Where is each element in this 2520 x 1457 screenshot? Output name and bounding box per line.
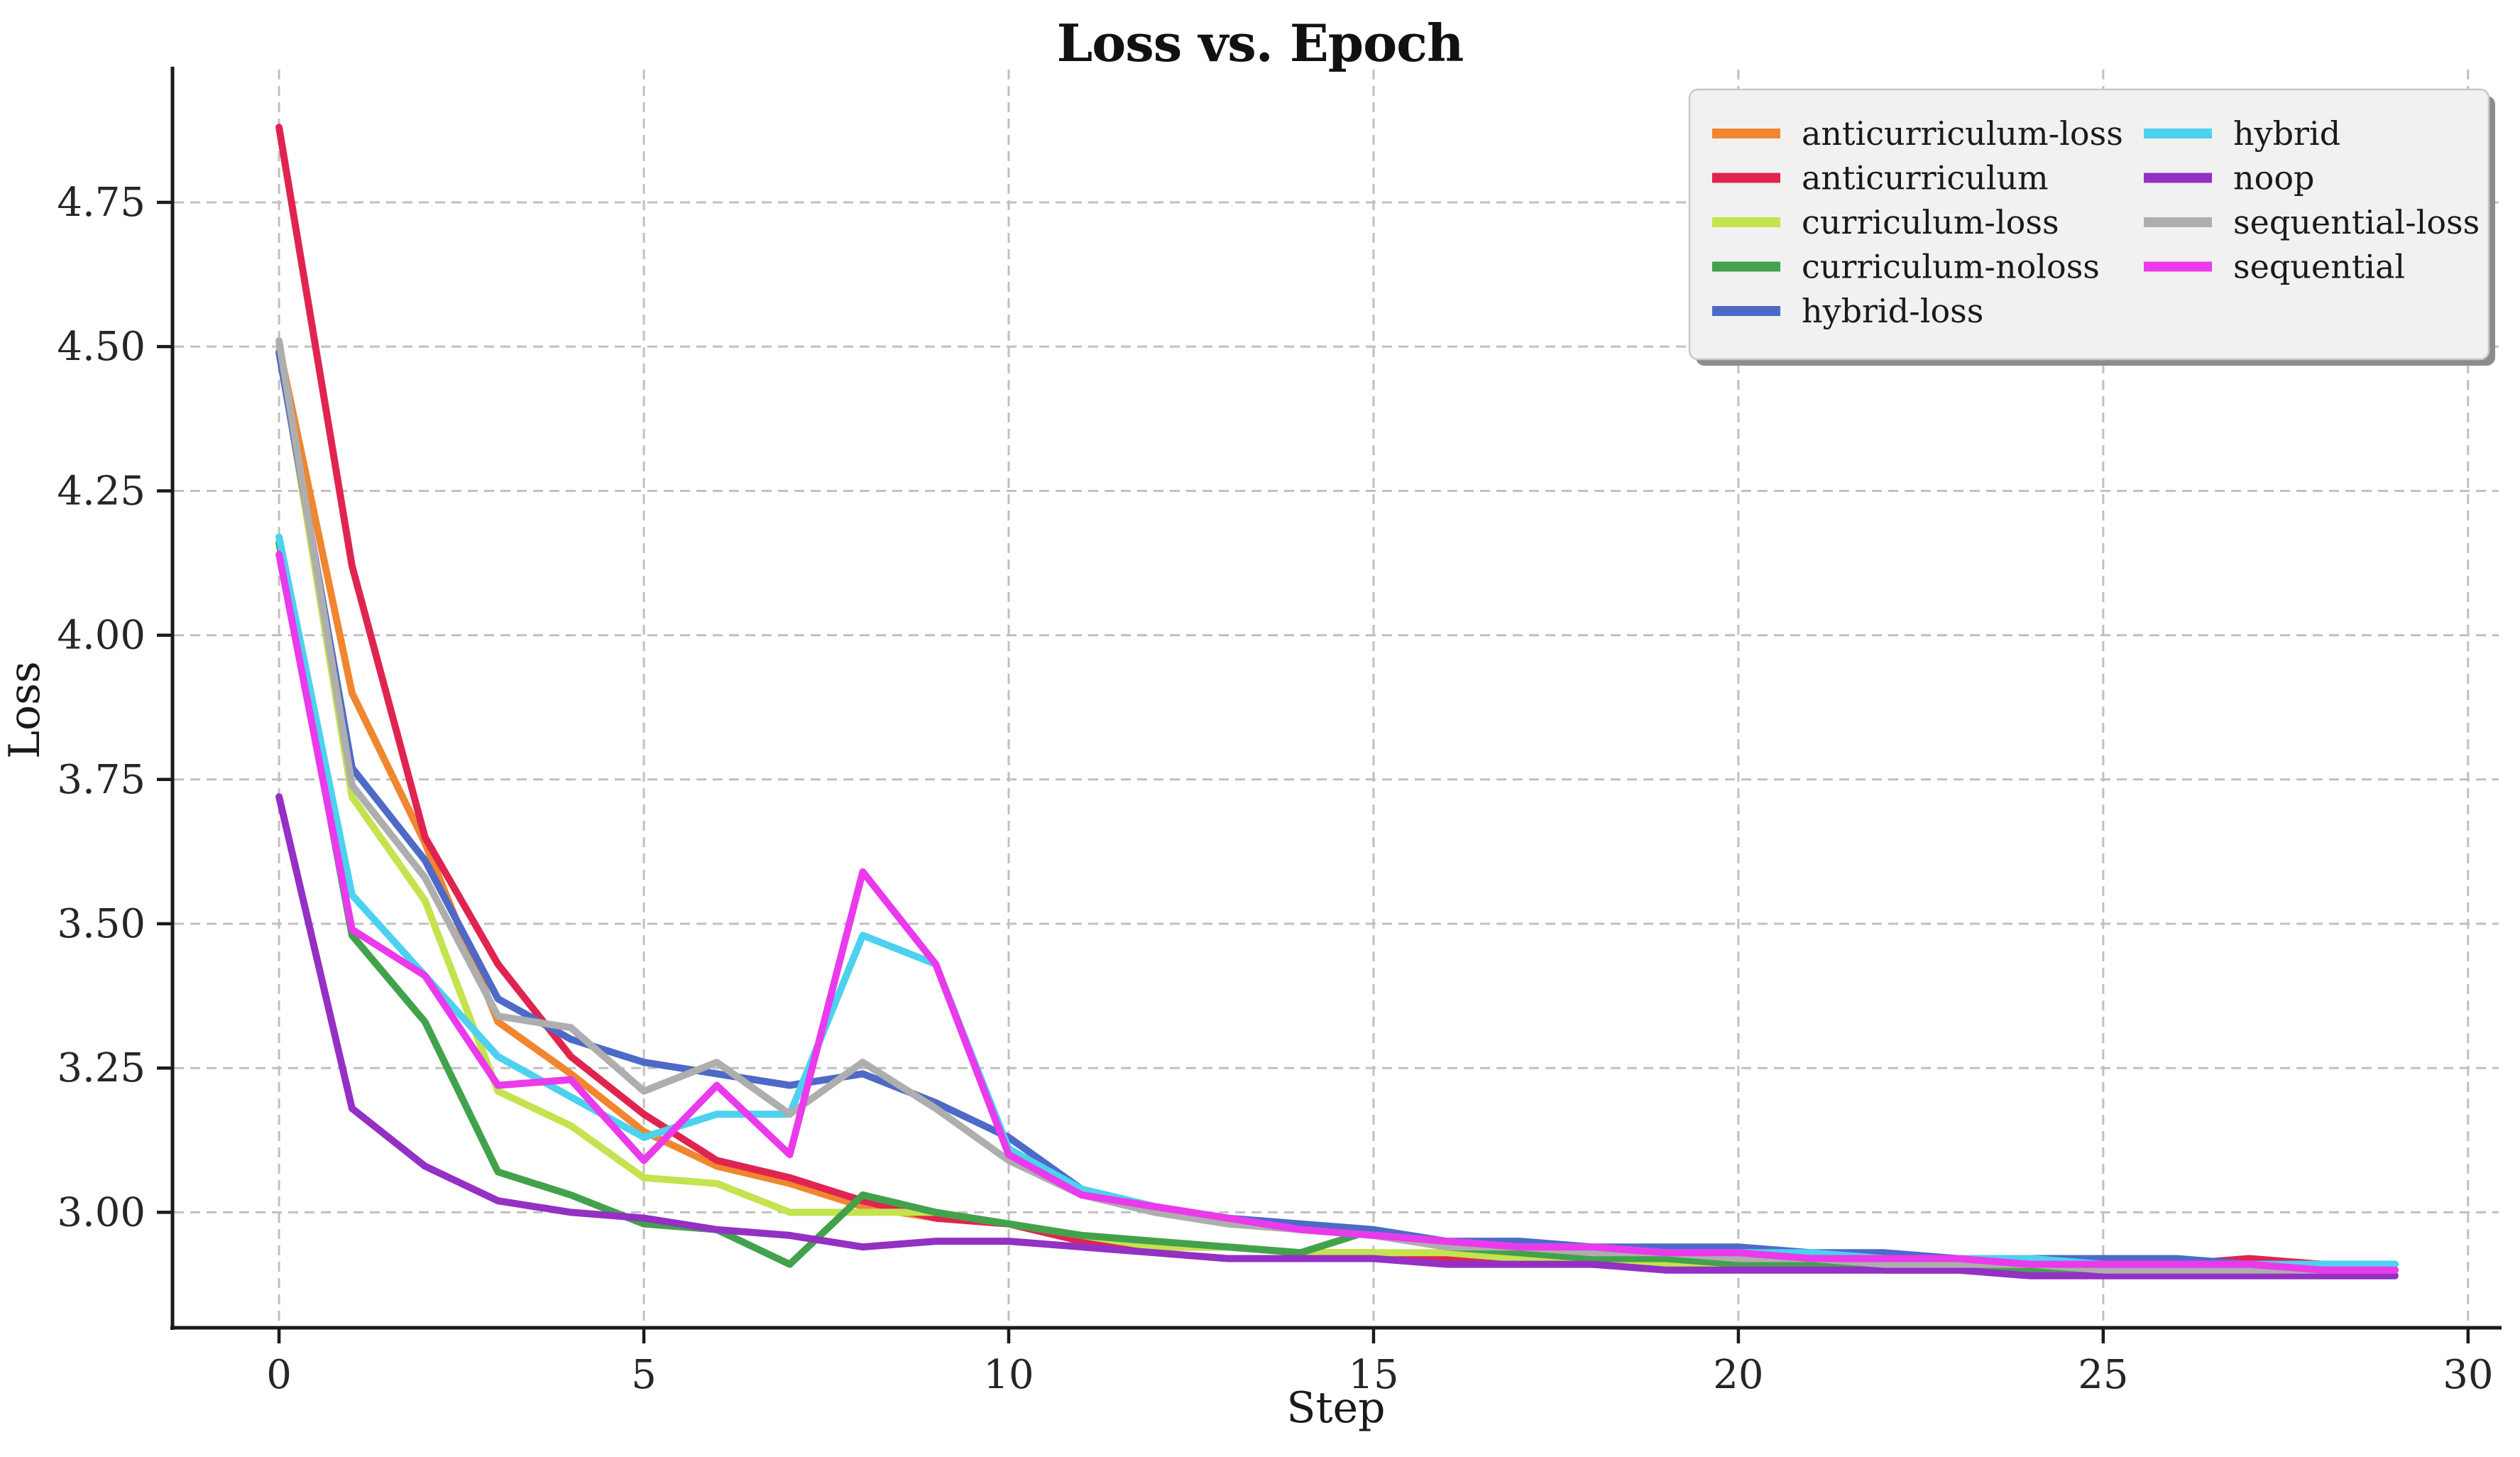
legend-label-sequential: sequential: [2233, 248, 2405, 286]
x-tick-label: 25: [2078, 1352, 2128, 1398]
y-tick-label: 4.50: [57, 324, 146, 370]
chart-title: Loss vs. Epoch: [1056, 13, 1464, 73]
x-tick-label: 0: [266, 1352, 292, 1398]
series-line-curriculum-loss: [275, 343, 2399, 1274]
y-tick-label: 3.25: [57, 1045, 146, 1091]
x-tick-label: 15: [1348, 1352, 1398, 1398]
series-line-anticurriculum-loss: [275, 343, 2399, 1274]
legend-label-hybrid-loss: hybrid-loss: [1802, 292, 1983, 330]
y-tick-label: 3.75: [57, 757, 146, 803]
legend-label-curriculum-loss: curriculum-loss: [1802, 203, 2059, 241]
x-tick-label: 30: [2443, 1352, 2493, 1398]
series-line-hybrid-loss: [275, 349, 2399, 1268]
legend-label-anticurriculum-loss: anticurriculum-loss: [1802, 114, 2123, 153]
x-tick-label: 20: [1713, 1352, 1763, 1398]
legend-label-anticurriculum: anticurriculum: [1802, 159, 2049, 197]
legend-box: [1688, 88, 2490, 361]
y-tick-label: 3.50: [57, 901, 146, 947]
legend-label-noop: noop: [2233, 159, 2314, 197]
series-line-sequential-loss: [275, 337, 2399, 1274]
y-tick-label: 4.75: [57, 180, 146, 226]
series-line-sequential: [275, 550, 2399, 1274]
legend-label-curriculum-noloss: curriculum-noloss: [1802, 248, 2100, 286]
x-tick-label: 10: [983, 1352, 1034, 1398]
y-tick-label: 3.00: [57, 1189, 146, 1235]
legend-label-sequential-loss: sequential-loss: [2233, 203, 2480, 241]
legend-label-hybrid: hybrid: [2233, 114, 2340, 153]
y-tick-label: 4.00: [57, 613, 146, 659]
x-tick-label: 5: [631, 1352, 657, 1398]
series-line-noop: [275, 793, 2399, 1279]
series-line-curriculum-noloss: [275, 539, 2399, 1274]
x-axis-label: Step: [1286, 1383, 1386, 1433]
y-tick-label: 4.25: [57, 468, 146, 514]
series-line-hybrid: [275, 533, 2399, 1268]
y-axis-label: Loss: [0, 661, 50, 759]
